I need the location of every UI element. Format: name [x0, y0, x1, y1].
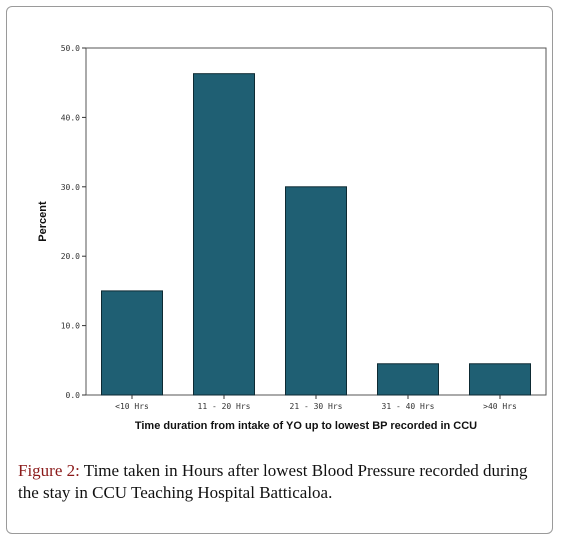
figure-caption-text: Time taken in Hours after lowest Blood P…	[18, 461, 528, 502]
bar-chart: 0.0 10.0 20.0 30.0 40.0 50.0 <10 Hrs 11 - 20 Hr…	[37, 44, 547, 432]
x-tick-label: 31 - 40 Hrs	[382, 402, 435, 411]
figure-caption: Figure 2: Time taken in Hours after lowe…	[18, 460, 548, 504]
y-tick-label: 30.0	[61, 183, 80, 192]
x-tick-label: >40 Hrs	[483, 402, 517, 411]
bar	[469, 363, 531, 396]
x-tick-label: <10 Hrs	[115, 402, 149, 411]
y-tick-label: 0.0	[66, 391, 81, 400]
y-tick-label: 20.0	[61, 252, 80, 261]
bar	[193, 73, 255, 396]
y-tick-label: 40.0	[61, 113, 80, 122]
x-tick-label: 21 - 30 Hrs	[290, 402, 343, 411]
x-axis-title: Time duration from intake of YO up to lo…	[135, 420, 477, 432]
y-tick-label: 50.0	[61, 44, 80, 53]
figure-frame	[6, 6, 553, 534]
bar	[101, 290, 163, 396]
x-tick-label: 11 - 20 Hrs	[198, 402, 251, 411]
bar	[285, 186, 347, 396]
bar	[377, 363, 439, 396]
y-tick-label: 10.0	[61, 322, 80, 331]
y-axis-title: Percent	[37, 201, 49, 242]
figure-caption-label: Figure 2:	[18, 461, 80, 480]
